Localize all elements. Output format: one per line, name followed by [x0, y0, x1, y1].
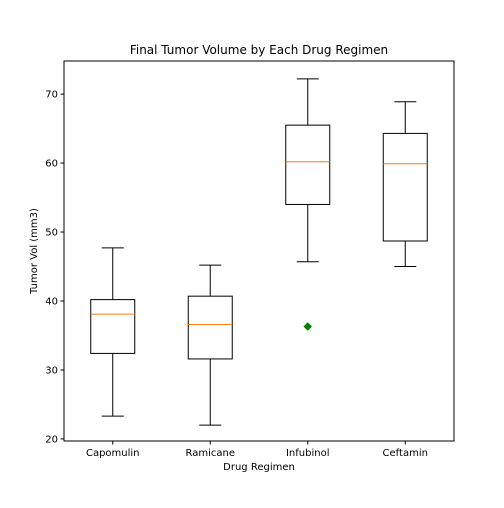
box-series — [90, 78, 428, 426]
box-ramicane — [187, 264, 233, 426]
y-tick-label: 40 — [45, 297, 58, 308]
chart-title: Final Tumor Volume by Each Drug Regimen — [130, 43, 388, 57]
box-iqr — [285, 124, 331, 205]
box-iqr — [187, 295, 233, 360]
y-tick-label: 50 — [45, 228, 58, 239]
x-tick-label: Ceftamin — [383, 448, 428, 459]
box-iqr — [90, 299, 136, 354]
x-axis-label: Drug Regimen — [223, 462, 295, 473]
y-tick-label: 20 — [45, 434, 58, 445]
y-tick-label: 60 — [45, 159, 58, 170]
x-tick-label: Capomulin — [86, 448, 140, 459]
plot-area-frame — [63, 60, 455, 442]
x-tick-label: Ramicane — [186, 448, 236, 459]
box-iqr — [382, 132, 428, 242]
y-tick-label: 70 — [45, 90, 58, 101]
y-axis-ticks: 20 30 40 50 60 70 — [45, 90, 64, 445]
y-axis-label: Tumor Vol (mm3) — [29, 208, 40, 295]
y-tick-label: 30 — [45, 365, 58, 376]
x-axis-ticks: Capomulin Ramicane Infubinol Ceftamin — [86, 441, 428, 459]
x-tick-label: Infubinol — [286, 448, 330, 459]
box-infubinol — [285, 78, 331, 331]
box-ceftamin — [382, 101, 428, 268]
box-capomulin — [90, 247, 136, 417]
outlier-marker — [303, 322, 313, 331]
